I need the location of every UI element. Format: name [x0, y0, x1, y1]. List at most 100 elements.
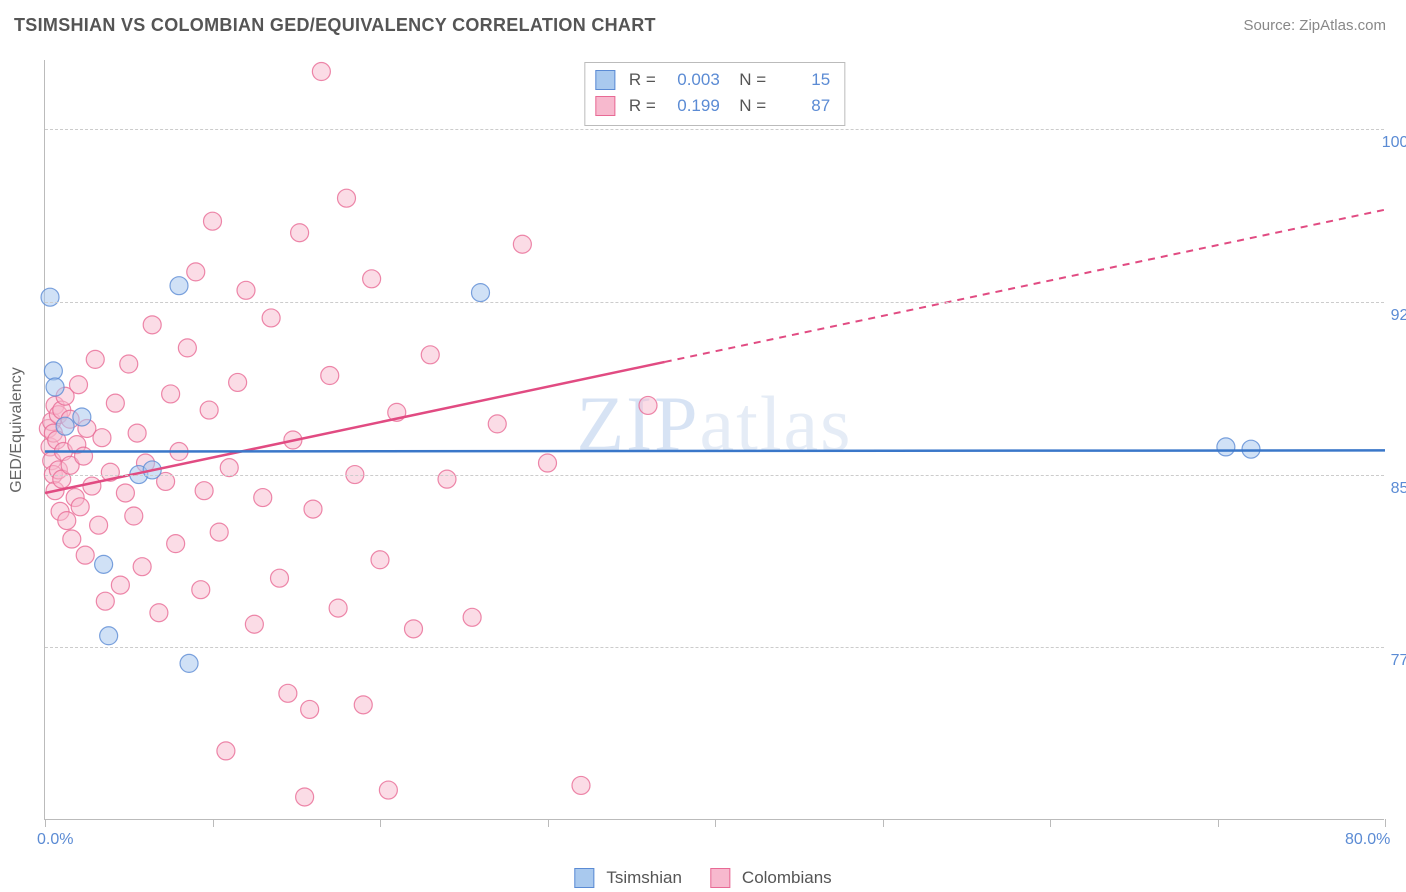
data-point-colombians [354, 696, 372, 714]
data-point-colombians [421, 346, 439, 364]
x-axis-tick [883, 819, 884, 827]
data-point-tsimshian [472, 284, 490, 302]
data-point-colombians [262, 309, 280, 327]
data-point-colombians [338, 189, 356, 207]
gridline-horizontal [45, 302, 1384, 303]
data-point-tsimshian [100, 627, 118, 645]
data-point-tsimshian [1217, 438, 1235, 456]
legend-item: Tsimshian [574, 868, 682, 888]
data-point-colombians [513, 235, 531, 253]
data-point-colombians [237, 281, 255, 299]
data-point-colombians [210, 523, 228, 541]
scatter-plot-svg [45, 60, 1384, 819]
trend-line-dashed-colombians [665, 210, 1385, 362]
legend-bottom: Tsimshian Colombians [574, 868, 831, 888]
data-point-colombians [58, 512, 76, 530]
gridline-horizontal [45, 475, 1384, 476]
legend-r-label: R = [629, 67, 656, 93]
gridline-horizontal [45, 129, 1384, 130]
data-point-tsimshian [46, 378, 64, 396]
data-point-colombians [83, 477, 101, 495]
data-point-colombians [200, 401, 218, 419]
data-point-colombians [70, 376, 88, 394]
legend-n-value: 87 [776, 93, 830, 119]
gridline-horizontal [45, 647, 1384, 648]
trend-line-tsimshian [45, 450, 1385, 451]
data-point-colombians [463, 608, 481, 626]
data-point-colombians [111, 576, 129, 594]
y-axis-tick-label: 100.0% [1382, 134, 1406, 152]
legend-swatch-icon [710, 868, 730, 888]
data-point-colombians [204, 212, 222, 230]
x-axis-tick [715, 819, 716, 827]
data-point-colombians [379, 781, 397, 799]
legend-n-value: 15 [776, 67, 830, 93]
data-point-colombians [291, 224, 309, 242]
y-axis-tick-label: 77.5% [1391, 652, 1406, 670]
legend-r-label: R = [629, 93, 656, 119]
data-point-colombians [120, 355, 138, 373]
data-point-colombians [116, 484, 134, 502]
data-point-colombians [86, 350, 104, 368]
data-point-colombians [71, 498, 89, 516]
data-point-colombians [438, 470, 456, 488]
data-point-colombians [106, 394, 124, 412]
x-axis-tick [1050, 819, 1051, 827]
x-axis-tick [45, 819, 46, 827]
legend-r-value: 0.199 [666, 93, 720, 119]
legend-stats-row: R =0.003 N =15 [595, 67, 830, 93]
data-point-colombians [245, 615, 263, 633]
data-point-colombians [572, 776, 590, 794]
data-point-tsimshian [44, 362, 62, 380]
data-point-colombians [639, 396, 657, 414]
data-point-colombians [329, 599, 347, 617]
data-point-tsimshian [73, 408, 91, 426]
x-axis-tick [380, 819, 381, 827]
data-point-colombians [195, 482, 213, 500]
x-axis-tick [1218, 819, 1219, 827]
chart-header: TSIMSHIAN VS COLOMBIAN GED/EQUIVALENCY C… [0, 0, 1406, 50]
data-point-colombians [133, 558, 151, 576]
legend-swatch-icon [595, 70, 615, 90]
data-point-colombians [405, 620, 423, 638]
chart-plot-area: ZIPatlas R =0.003 N =15R =0.199 N =87 77… [44, 60, 1384, 820]
legend-series-label: Tsimshian [606, 868, 682, 888]
data-point-colombians [76, 546, 94, 564]
x-axis-tick-label: 0.0% [37, 831, 73, 849]
legend-swatch-icon [574, 868, 594, 888]
data-point-tsimshian [56, 417, 74, 435]
data-point-colombians [63, 530, 81, 548]
data-point-colombians [150, 604, 168, 622]
chart-title: TSIMSHIAN VS COLOMBIAN GED/EQUIVALENCY C… [14, 15, 656, 36]
data-point-colombians [304, 500, 322, 518]
data-point-colombians [321, 367, 339, 385]
legend-stats-box: R =0.003 N =15R =0.199 N =87 [584, 62, 845, 126]
data-point-tsimshian [1242, 440, 1260, 458]
data-point-colombians [162, 385, 180, 403]
data-point-tsimshian [95, 555, 113, 573]
y-axis-title: GED/Equivalency [8, 367, 26, 492]
legend-series-label: Colombians [742, 868, 832, 888]
legend-item: Colombians [710, 868, 832, 888]
data-point-colombians [279, 684, 297, 702]
data-point-colombians [90, 516, 108, 534]
legend-n-label: N = [730, 67, 766, 93]
data-point-colombians [301, 700, 319, 718]
legend-swatch-icon [595, 96, 615, 116]
data-point-colombians [363, 270, 381, 288]
legend-stats-row: R =0.199 N =87 [595, 93, 830, 119]
x-axis-tick [1385, 819, 1386, 827]
data-point-colombians [217, 742, 235, 760]
data-point-colombians [229, 373, 247, 391]
chart-source: Source: ZipAtlas.com [1243, 17, 1386, 34]
data-point-colombians [192, 581, 210, 599]
x-axis-tick-label: 80.0% [1345, 831, 1390, 849]
data-point-colombians [539, 454, 557, 472]
data-point-colombians [128, 424, 146, 442]
data-point-colombians [371, 551, 389, 569]
data-point-colombians [254, 489, 272, 507]
data-point-colombians [167, 535, 185, 553]
data-point-colombians [93, 429, 111, 447]
data-point-tsimshian [180, 654, 198, 672]
data-point-colombians [488, 415, 506, 433]
